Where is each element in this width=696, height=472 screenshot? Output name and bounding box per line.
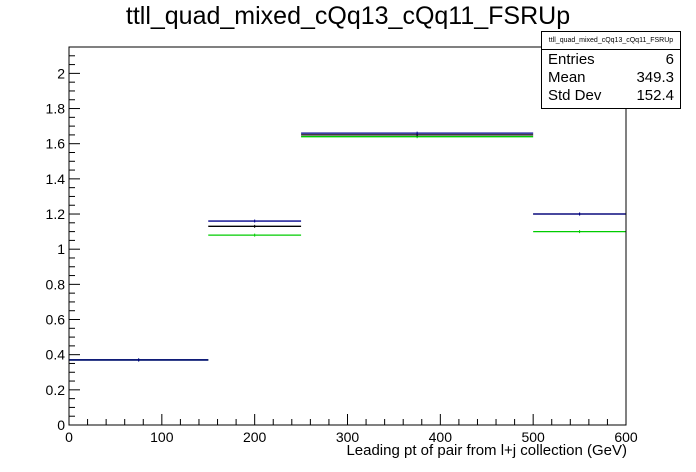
stats-entries-row: Entries 6 bbox=[542, 50, 680, 68]
stats-stddev-row: Std Dev 152.4 bbox=[542, 86, 680, 104]
y-tick-label: 0.4 bbox=[46, 347, 66, 363]
stats-box-title: ttll_quad_mixed_cQq13_cQq11_FSRUp bbox=[542, 32, 680, 50]
plot-frame bbox=[68, 46, 627, 426]
x-tick-label: 0 bbox=[65, 429, 73, 445]
stats-stddev-value: 152.4 bbox=[636, 87, 674, 104]
stats-box: ttll_quad_mixed_cQq13_cQq11_FSRUp Entrie… bbox=[541, 31, 681, 109]
x-tick-label: 500 bbox=[521, 429, 545, 445]
stats-mean-label: Mean bbox=[548, 69, 586, 86]
y-tick-label: 1.8 bbox=[46, 101, 66, 117]
y-tick-label: 0 bbox=[57, 417, 65, 433]
y-tick-label: 1 bbox=[57, 241, 65, 257]
stats-mean-row: Mean 349.3 bbox=[542, 68, 680, 86]
chart-title: ttll_quad_mixed_cQq13_cQq11_FSRUp bbox=[125, 2, 571, 30]
y-tick-label: 1.2 bbox=[46, 206, 66, 222]
x-axis-label: Leading pt of pair from l+j collection (… bbox=[346, 442, 627, 459]
stats-entries-value: 6 bbox=[665, 51, 674, 68]
y-tick-label: 2 bbox=[57, 65, 65, 81]
stats-entries-label: Entries bbox=[548, 51, 595, 68]
axis-ticks bbox=[68, 46, 627, 426]
y-tick-label: 1.4 bbox=[46, 171, 66, 187]
y-tick-label: 0.6 bbox=[46, 312, 66, 328]
x-tick-label: 400 bbox=[429, 429, 453, 445]
stats-mean-value: 349.3 bbox=[636, 69, 674, 86]
y-tick-label: 0.8 bbox=[46, 276, 66, 292]
y-tick-label: 1.6 bbox=[46, 136, 66, 152]
x-tick-label: 600 bbox=[614, 429, 638, 445]
x-tick-label: 300 bbox=[336, 429, 360, 445]
x-tick-label: 100 bbox=[150, 429, 174, 445]
histogram-bins bbox=[69, 131, 626, 362]
tick-labels: 0 100 200 300 400 500 600 0 0.2 0.4 0.6 0.8 1 1.2 1.4 1… bbox=[46, 65, 638, 445]
x-tick-label: 200 bbox=[243, 429, 267, 445]
y-tick-label: 0.2 bbox=[46, 382, 66, 398]
stats-stddev-label: Std Dev bbox=[548, 87, 602, 104]
